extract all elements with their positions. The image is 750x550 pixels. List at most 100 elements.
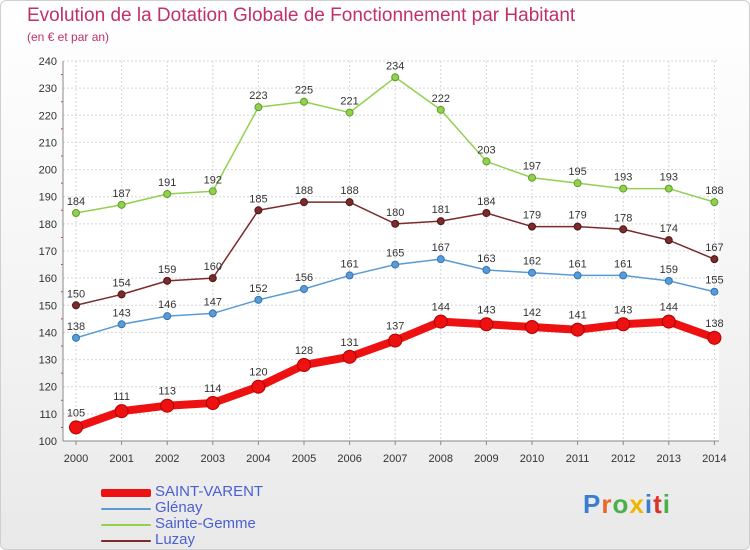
data-label: 131	[340, 337, 358, 349]
data-label: 195	[568, 166, 586, 178]
y-tick-label: 170	[39, 246, 57, 258]
x-tick-label: 2000	[64, 453, 88, 465]
data-point	[707, 330, 722, 345]
x-tick-label: 2002	[155, 453, 179, 465]
data-point	[345, 198, 354, 207]
x-tick-label: 2011	[566, 453, 590, 465]
legend-label: Sainte-Gemme	[155, 515, 256, 532]
data-label: 163	[477, 253, 495, 265]
data-point	[300, 285, 308, 293]
data-label: 161	[614, 258, 632, 270]
data-label: 159	[660, 264, 678, 276]
data-label: 128	[295, 345, 313, 357]
data-point	[69, 420, 83, 435]
x-tick-label: 2005	[292, 453, 316, 465]
data-point	[482, 266, 491, 274]
logo-letter: i	[644, 489, 654, 519]
data-label: 191	[158, 177, 176, 189]
data-point	[254, 295, 263, 304]
data-label: 138	[705, 318, 723, 330]
data-label: 150	[67, 288, 85, 300]
data-point	[391, 219, 400, 228]
data-point	[254, 103, 263, 112]
data-label: 174	[660, 223, 678, 235]
legend-label: Glénay	[155, 499, 203, 516]
data-point	[710, 287, 719, 296]
y-tick-label: 190	[39, 192, 57, 204]
data-label: 152	[249, 283, 267, 295]
data-label: 165	[386, 248, 404, 260]
data-point	[661, 314, 676, 329]
data-point	[117, 320, 126, 329]
data-point	[208, 187, 217, 196]
data-point	[616, 317, 631, 332]
x-tick-label: 2006	[337, 453, 361, 465]
y-tick-label: 200	[39, 165, 57, 177]
y-tick-label: 120	[39, 382, 57, 394]
data-label: 180	[386, 207, 404, 219]
data-point	[619, 184, 628, 193]
data-point	[297, 358, 311, 372]
data-label: 143	[614, 304, 632, 316]
data-point	[205, 396, 220, 410]
data-label: 193	[614, 172, 632, 184]
data-label: 197	[523, 161, 541, 173]
data-point	[664, 184, 673, 193]
y-tick-label: 110	[39, 409, 57, 421]
data-point	[391, 73, 400, 82]
data-label: 105	[67, 407, 85, 419]
data-point	[436, 255, 445, 264]
x-tick-label: 2004	[246, 453, 270, 465]
data-point	[528, 173, 536, 182]
data-label: 187	[112, 188, 130, 200]
y-tick-label: 150	[39, 300, 57, 312]
data-label: 234	[386, 60, 404, 72]
data-label: 188	[705, 185, 723, 197]
data-point	[208, 309, 217, 318]
data-label: 167	[432, 242, 450, 254]
data-label: 143	[477, 304, 495, 316]
logo-letter: r	[601, 489, 613, 519]
logo-letter: x	[629, 489, 645, 519]
data-point	[163, 312, 172, 321]
data-point	[482, 209, 491, 217]
legend-swatch	[101, 508, 151, 510]
data-label: 146	[158, 299, 176, 311]
data-point	[72, 301, 80, 310]
data-label: 161	[568, 258, 586, 270]
data-label: 144	[660, 302, 678, 314]
y-tick-label: 160	[39, 273, 57, 285]
legend-swatch	[101, 489, 151, 497]
data-label: 167	[705, 242, 723, 254]
x-tick-label: 2003	[201, 453, 225, 465]
data-label: 113	[158, 386, 176, 398]
data-point	[570, 322, 585, 337]
data-label: 181	[432, 204, 450, 216]
data-point	[433, 314, 448, 329]
data-label: 120	[249, 367, 267, 379]
data-point	[573, 222, 582, 231]
data-point	[479, 317, 494, 332]
data-label: 188	[340, 185, 358, 197]
logo-letter: o	[612, 489, 630, 519]
chart-subtitle: (en € et par an)	[27, 30, 110, 44]
data-label: 111	[113, 391, 130, 403]
x-tick-label: 2009	[474, 453, 498, 465]
data-label: 203	[477, 144, 495, 156]
data-label: 223	[249, 90, 267, 102]
y-tick-label: 220	[39, 110, 57, 122]
logo-letter: i	[662, 489, 671, 519]
data-point	[163, 190, 172, 198]
y-tick-label: 230	[39, 83, 57, 95]
data-label: 160	[204, 261, 222, 273]
y-tick-label: 240	[39, 56, 57, 68]
data-point	[342, 349, 357, 364]
data-point	[664, 236, 673, 245]
x-tick-label: 2014	[702, 453, 726, 465]
chart-title: Evolution de la Dotation Globale de Fonc…	[27, 5, 576, 26]
x-tick-label: 2012	[611, 453, 635, 465]
legend-label: SAINT-VARENT	[155, 483, 264, 500]
data-label: 142	[523, 307, 541, 319]
data-label: 193	[660, 172, 678, 184]
